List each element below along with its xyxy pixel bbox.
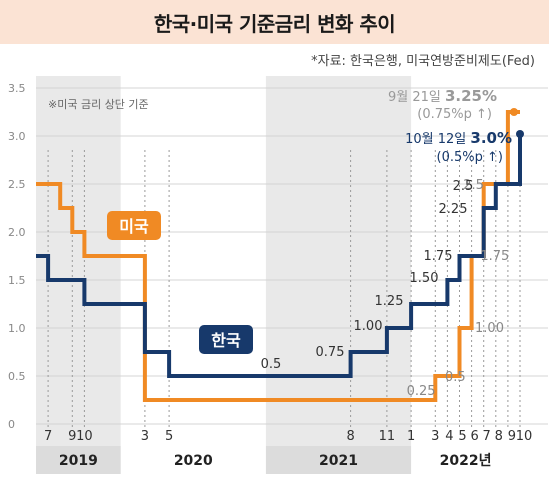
y-tick-label: 3.0 <box>8 130 26 143</box>
us-annotation-date: 9월 21일 3.25% <box>388 87 497 105</box>
y-tick-label: 1.0 <box>8 322 26 335</box>
kr-annotation-date: 10월 12일 3.0% <box>405 129 512 147</box>
x-tick-label: 9 <box>68 429 76 444</box>
x-tick-label: 3 <box>141 429 149 444</box>
kr-rate-line <box>36 136 522 378</box>
kr-annotation-change: (0.5%p ↑) <box>437 150 503 165</box>
kr-step-label: 0.75 <box>316 345 345 360</box>
year-label: 2022년 <box>440 453 492 469</box>
us-step-label: 1.75 <box>480 249 509 264</box>
year-label: 2021 <box>319 453 358 469</box>
x-tick-label: 9 <box>508 429 516 444</box>
chart-note: ※미국 금리 상단 기준 <box>48 98 149 111</box>
us-step-label: 0.5 <box>445 370 466 385</box>
kr-annotation-value: 3.0% <box>470 129 512 147</box>
y-tick-label: 0 <box>8 418 15 431</box>
y-tick-label: 1.5 <box>8 274 26 287</box>
chart-title: 한국·미국 기준금리 변화 추이 <box>153 11 396 36</box>
us-step-label: 1.00 <box>475 321 504 336</box>
x-tick-label: 8 <box>346 429 354 444</box>
us-step-label: 2.5 <box>463 178 484 193</box>
kr-step-label: 1.00 <box>354 319 383 334</box>
source-note: *자료: 한국은행, 미국연방준비제도(Fed) <box>311 54 535 69</box>
x-tick-label: 8 <box>495 429 503 444</box>
us-annotation-value: 3.25% <box>445 87 497 105</box>
us-end-dot <box>510 108 518 116</box>
y-tick-label: 3.5 <box>8 82 26 95</box>
x-tick-label: 5 <box>458 429 466 444</box>
y-tick-label: 2.5 <box>8 178 26 191</box>
y-tick-label: 2.0 <box>8 226 26 239</box>
kr-annotation-date-text: 10월 12일 <box>405 132 470 147</box>
kr-step-label: 2.25 <box>439 202 468 217</box>
y-tick-label: 0.5 <box>8 370 26 383</box>
x-tick-label: 10 <box>516 429 533 444</box>
x-tick-label: 11 <box>379 429 396 444</box>
x-tick-label: 4 <box>445 429 453 444</box>
x-tick-label: 6 <box>470 429 478 444</box>
year-label: 2019 <box>59 453 98 469</box>
x-tick-label: 3 <box>431 429 439 444</box>
kr-step-label: 1.75 <box>424 249 453 264</box>
year-band <box>265 76 412 446</box>
us-annotation-date-text: 9월 21일 <box>388 90 445 105</box>
kr-end-dot <box>516 130 524 138</box>
x-tick-label: 7 <box>483 429 491 444</box>
x-tick-label: 10 <box>76 429 93 444</box>
kr-step-label: 1.25 <box>375 294 404 309</box>
us-annotation-change: (0.75%p ↑) <box>417 107 492 122</box>
kr-step-label: 1.50 <box>410 271 439 286</box>
x-tick-label: 7 <box>44 429 52 444</box>
year-label-band <box>265 446 412 474</box>
year-band <box>36 76 121 446</box>
x-tick-label: 1 <box>407 429 415 444</box>
us-rate-line <box>36 110 520 402</box>
year-label: 2020 <box>174 453 213 469</box>
title-bar: 한국·미국 기준금리 변화 추이 <box>0 0 549 44</box>
us-badge <box>107 211 161 240</box>
kr-step-label: 2.5 <box>453 179 474 194</box>
x-tick-label: 5 <box>165 429 173 444</box>
year-label-band <box>36 446 121 474</box>
kr-badge <box>199 325 253 354</box>
kr-badge-label: 한국 <box>211 331 241 350</box>
us-step-label: 0.25 <box>407 384 436 399</box>
kr-step-label: 0.5 <box>261 357 282 372</box>
us-badge-label: 미국 <box>119 217 149 236</box>
